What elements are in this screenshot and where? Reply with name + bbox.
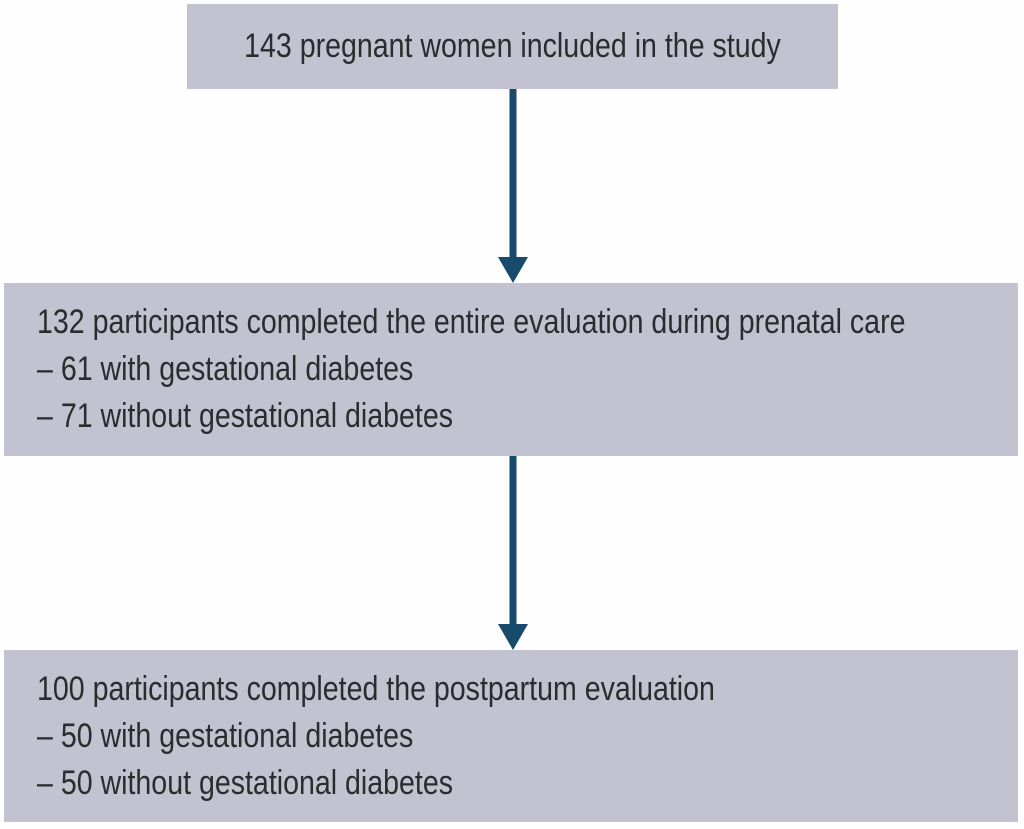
- flow-box-included-text: 143 pregnant women included in the study: [244, 27, 781, 65]
- flow-box-postpartum-line-1: 100 participants completed the postpartu…: [37, 670, 715, 708]
- flow-box-postpartum-line-2: – 50 with gestational diabetes: [37, 717, 414, 755]
- flow-box-prenatal-line-1: 132 participants completed the entire ev…: [37, 303, 906, 341]
- flow-box-postpartum-line-3: – 50 without gestational diabetes: [37, 764, 454, 802]
- flow-box-postpartum: 100 participants completed the postpartu…: [4, 650, 1018, 822]
- flow-box-prenatal: 132 participants completed the entire ev…: [4, 283, 1018, 456]
- flow-box-prenatal-line-3: – 71 without gestational diabetes: [37, 397, 454, 435]
- flow-box-prenatal-line-2: – 61 with gestational diabetes: [37, 350, 414, 388]
- down-arrow-prenatal-to-postpartum: [498, 456, 528, 650]
- arrow-head-icon: [498, 257, 528, 283]
- arrow-head-icon: [498, 624, 528, 650]
- flow-box-included: 143 pregnant women included in the study: [187, 4, 838, 89]
- down-arrow-top-to-prenatal: [498, 89, 528, 283]
